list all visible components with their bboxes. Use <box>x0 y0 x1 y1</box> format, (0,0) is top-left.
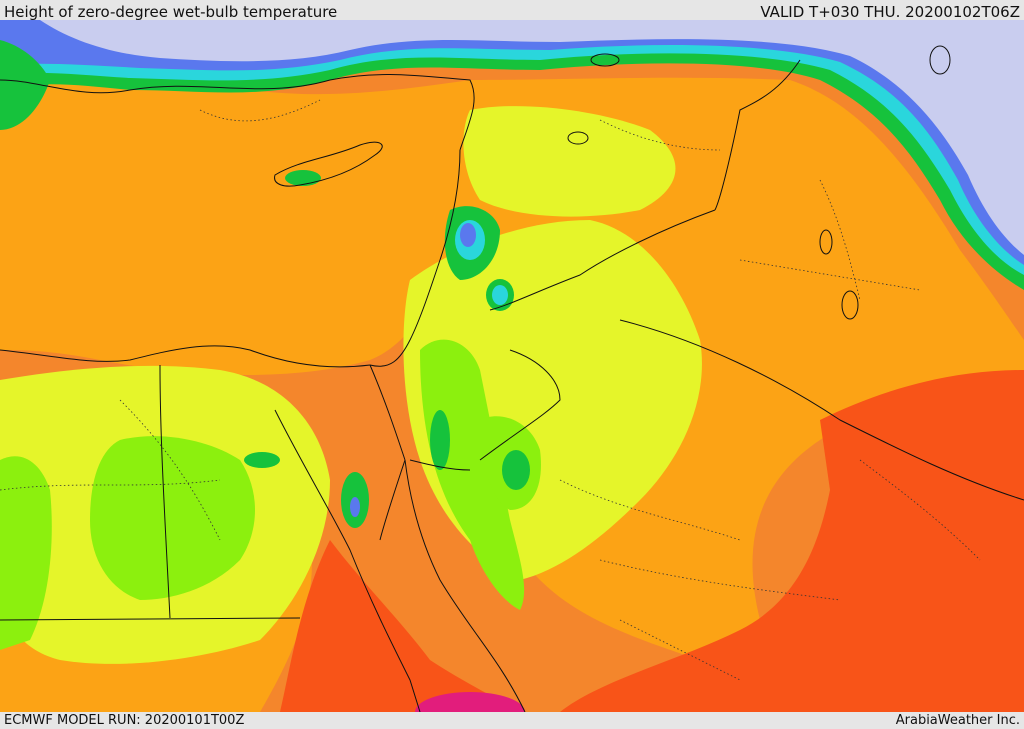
lime-zone-egypt <box>90 436 255 600</box>
coastline-persian-gulf <box>714 59 801 211</box>
green-spot-cyprus <box>285 170 321 186</box>
admin-boundary-4 <box>599 559 841 601</box>
admin-boundary-3 <box>559 479 741 541</box>
admin-boundaries <box>0 99 981 681</box>
admin-boundary-8 <box>859 459 981 561</box>
lake-razzaza <box>590 53 620 67</box>
cyan-spot-golan <box>492 285 508 305</box>
lake-tharthar <box>567 131 589 145</box>
coastline-gulf-of-aqaba <box>379 459 406 541</box>
cold-band-lavender <box>40 20 1024 255</box>
island-qatar <box>841 290 859 320</box>
red-orange-zone-red-sea <box>280 540 520 712</box>
green-spot-egypt <box>244 452 280 468</box>
water-bodies <box>567 45 951 320</box>
border-egypt-sudan <box>0 617 301 621</box>
map-header: Height of zero-degree wet-bulb temperatu… <box>0 0 1024 21</box>
border-egypt-libya <box>159 364 171 619</box>
valid-time-label: VALID T+030 THU. 20200102T06Z <box>760 3 1020 21</box>
border-saudi-iraq-east <box>619 319 1024 501</box>
border-saudi-north <box>409 459 471 471</box>
coastline-mediterranean-north <box>0 74 475 151</box>
coastline-red-sea-east <box>404 459 526 712</box>
magenta-spot <box>415 692 525 712</box>
yellow-green-zone-syria <box>463 106 676 217</box>
map-title: Height of zero-degree wet-bulb temperatu… <box>4 3 338 21</box>
blue-spot-lebanon <box>460 223 476 247</box>
map-footer: ECMWF MODEL RUN: 20200101T00Z ArabiaWeat… <box>0 712 1024 729</box>
admin-boundary-5 <box>739 259 921 291</box>
coastline-cyprus <box>274 141 383 187</box>
credit-label: ArabiaWeather Inc. <box>895 713 1020 728</box>
lime-zone-west-edge <box>0 456 52 650</box>
lime-zone-sinai <box>420 339 525 610</box>
admin-boundary-7 <box>599 119 721 151</box>
border-jordan-saudi <box>479 349 561 461</box>
borders <box>0 59 1024 712</box>
green-spot-tabuk <box>502 450 530 490</box>
green-spot-hijaz <box>430 410 450 470</box>
coastline-levant <box>369 149 461 367</box>
coastline-red-sea-west <box>274 409 421 712</box>
model-run-label: ECMWF MODEL RUN: 20200101T00Z <box>4 713 245 728</box>
cold-band-green <box>0 20 1024 290</box>
coastline-egypt-north <box>0 345 371 368</box>
green-zone-northwest <box>0 40 50 130</box>
admin-boundary-6 <box>819 179 861 301</box>
lake-urmia <box>929 45 951 75</box>
island-bahrain <box>819 229 833 255</box>
border-iraq-saudi <box>489 209 716 311</box>
orange-yellow-zone-west <box>0 70 470 376</box>
admin-boundary-1 <box>0 479 221 491</box>
border-egypt-israel <box>369 364 406 461</box>
red-orange-zone-southeast <box>560 370 1024 712</box>
forecast-map <box>0 20 1024 712</box>
blue-spot-sinai <box>350 497 360 517</box>
